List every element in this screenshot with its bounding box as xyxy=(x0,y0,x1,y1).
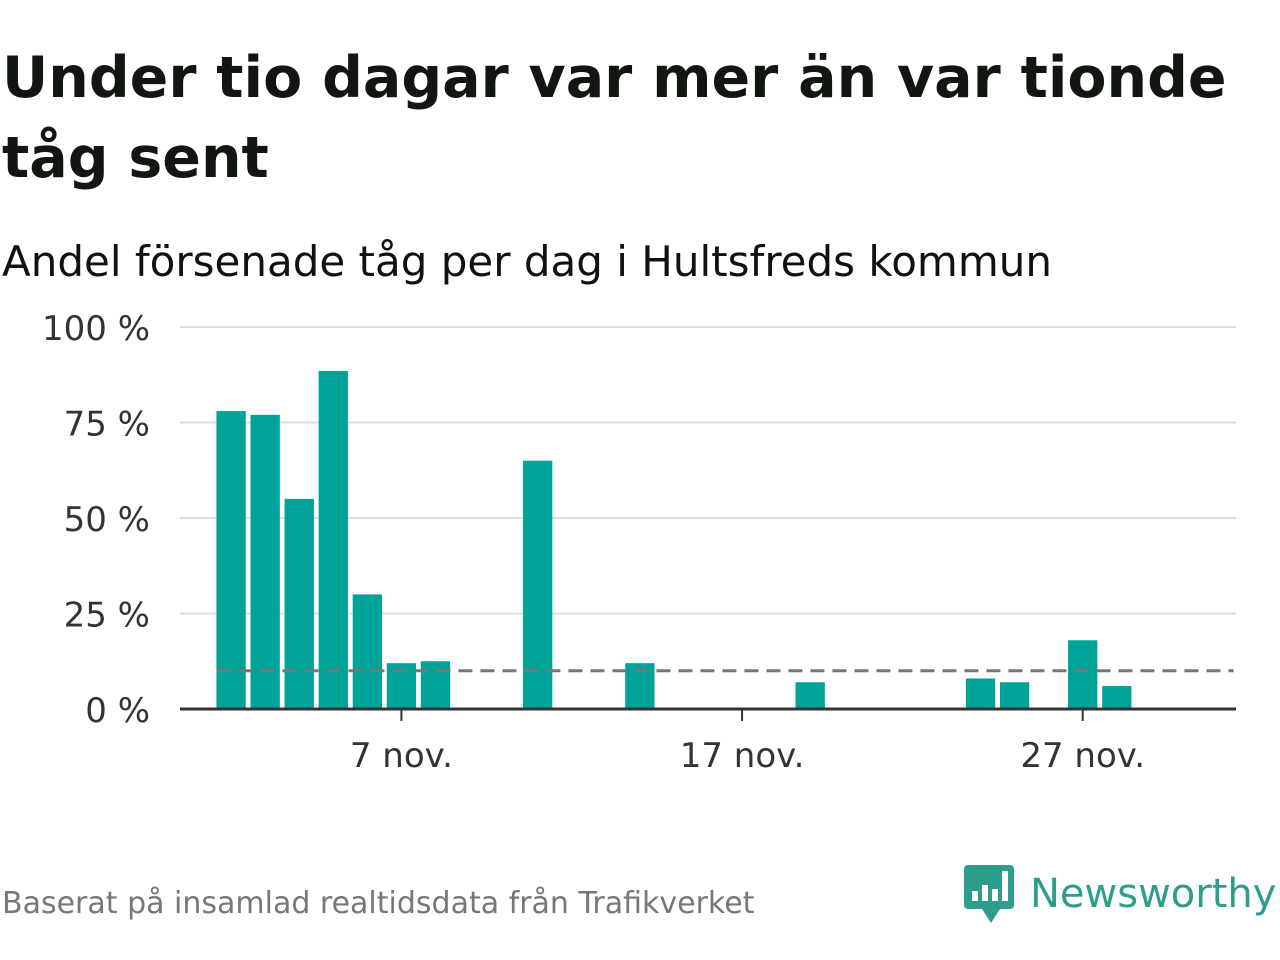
bar xyxy=(420,661,451,709)
y-tick-label: 75 % xyxy=(64,405,150,445)
x-tick-label: 7 nov. xyxy=(350,736,453,776)
bar-chart: 0 % 25 % 50 % 75 % 100 % 7 nov. 17 nov. 27 nov… xyxy=(42,309,1236,776)
newsworthy-logo-icon xyxy=(964,865,1014,923)
y-axis-labels: 0 % 25 % 50 % 75 % 100 % xyxy=(42,309,150,731)
source-note: Baserat på insamlad realtidsdata från Tr… xyxy=(2,886,755,921)
bar xyxy=(999,682,1030,709)
bar xyxy=(318,370,348,709)
y-tick-label: 0 % xyxy=(85,691,150,731)
bar xyxy=(352,594,383,709)
bar xyxy=(523,460,553,709)
bar xyxy=(1068,640,1098,709)
brand-logo: Newsworthy xyxy=(964,862,1276,926)
bars xyxy=(216,370,1132,709)
bar xyxy=(965,678,996,709)
bar xyxy=(284,498,314,709)
x-tick-label: 27 nov. xyxy=(1020,736,1145,776)
bar xyxy=(250,414,280,709)
y-tick-label: 100 % xyxy=(42,309,150,349)
bar xyxy=(216,411,246,709)
chart-title: Under tio dagar var mer än var tionde tå… xyxy=(2,45,1227,191)
x-axis: 7 nov. 17 nov. 27 nov. xyxy=(180,707,1236,776)
x-tick-label: 17 nov. xyxy=(680,736,805,776)
chart-subtitle: Andel försenade tåg per dag i Hultsfreds… xyxy=(2,237,1052,286)
bar xyxy=(795,682,825,709)
y-tick-label: 50 % xyxy=(64,500,150,540)
brand-name: Newsworthy xyxy=(1030,871,1277,917)
y-tick-label: 25 % xyxy=(64,596,150,636)
bar xyxy=(1102,686,1132,709)
